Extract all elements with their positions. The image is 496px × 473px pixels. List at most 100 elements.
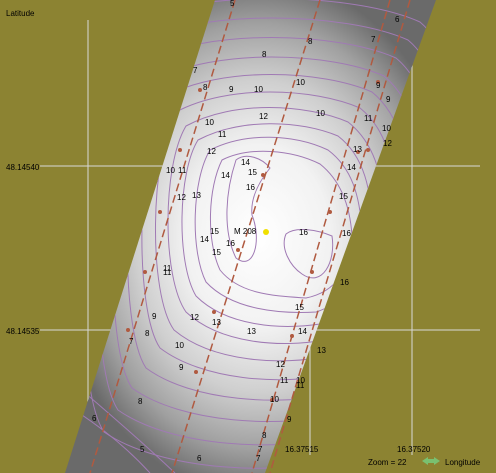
contour-value-label: 13 [317,346,326,355]
longitude-arrow-icon [422,457,440,465]
site-marker-icon[interactable] [263,229,269,235]
track-point [270,398,274,402]
track-point [236,248,240,252]
contour-value-label: 16 [226,239,235,248]
contour-value-label: 10 [382,124,391,133]
contour-value-label: 6 [92,414,97,423]
contour-value-label: 10 [296,78,305,87]
contour-value-label: 10 [175,341,184,350]
track-line [171,0,321,473]
contour-value-label: 7 [258,445,263,454]
track-point [212,310,216,314]
track-point [290,334,294,338]
track-point [198,88,202,92]
contour-value-label: 11 [296,381,305,390]
contour-value-label: 9 [152,312,157,321]
coverage-strip [65,0,436,473]
measurement-tracks [89,0,411,473]
track-point [366,148,370,152]
track-point [328,210,332,214]
contour-value-label: 14 [221,171,230,180]
y-axis-title: Latitude [6,9,35,18]
contour-value-label: 11 [178,166,187,175]
lon-tick-label: 16.37520 [397,445,431,454]
lat-tick-label: 48.14535 [6,327,40,336]
contour-value-label: 12 [190,313,199,322]
contour-value-label: 10 [270,395,279,404]
contour-value-label: 11 [280,376,289,385]
track-line [251,0,391,473]
contour-value-label: 10 [205,118,214,127]
contour-value-label: 11 [163,268,172,277]
track-point [376,80,380,84]
contour-value-label: 16 [246,183,255,192]
contour-value-label: 12 [383,139,392,148]
contour-value-label: 8 [138,397,143,406]
contour-value-label: 8 [262,431,267,440]
contour-value-label: 16 [340,278,349,287]
contour-value-label: 10 [254,85,263,94]
contour-value-label: 11 [163,264,172,273]
contour-value-label: 10 [296,376,305,385]
contour-value-label: 8 [145,329,150,338]
contour-value-label: 14 [347,163,356,172]
contour-value-label: 7 [193,66,198,75]
track-point [126,328,130,332]
contour-value-label: 15 [339,192,348,201]
contour-value-label: 9 [287,415,292,424]
zoom-label: Zoom = 22 [368,458,407,467]
contour-value-label: 16 [342,229,351,238]
contour-value-label: 8 [203,83,208,92]
contour-value-label: 9 [376,81,381,90]
contour-value-label: 15 [248,168,257,177]
track-points [126,80,380,402]
contour-value-label: 9 [179,363,184,372]
contour-value-label: 10 [166,166,175,175]
contour-value-label: 6 [395,15,400,24]
contour-value-label: 11 [364,114,373,123]
contour-value-label: 7 [256,454,261,463]
contour-value-label: 6 [197,454,202,463]
contour-value-label: 8 [262,50,267,59]
track-point [261,173,265,177]
contour-value-label: 15 [212,248,221,257]
contour-value-label: 10 [316,109,325,118]
contour-value-label: 15 [295,303,304,312]
contour-line [226,155,271,262]
site-marker-label: M 208 [234,227,257,236]
track-point [310,270,314,274]
track-point [356,150,360,154]
lat-tick-label: 48.14540 [6,163,40,172]
contour-value-label: 14 [298,327,307,336]
contour-value-label: 11 [218,130,227,139]
track-point [158,210,162,214]
track-point [194,370,198,374]
contour-value-label: 14 [200,235,209,244]
contour-value-label: 9 [229,85,234,94]
lon-tick-label: 16.37515 [285,445,319,454]
track-line [269,0,411,473]
contour-value-label: 7 [371,35,376,44]
contour-value-label: 15 [210,227,219,236]
contour-value-label: 13 [353,145,362,154]
contour-value-label: 8 [308,37,313,46]
contour-value-label: 14 [241,158,250,167]
track-point [178,148,182,152]
contour-value-label: 9 [386,95,391,104]
contour-value-label: 12 [207,147,216,156]
contour-value-label: 12 [259,112,268,121]
contour-value-label: 13 [212,318,221,327]
contour-value-label: 5 [140,445,145,454]
contour-value-label: 5 [230,0,235,8]
track-line [89,0,236,473]
contour-value-label: 16 [299,228,308,237]
contour-value-label: 7 [129,337,134,346]
contour-value-label: 12 [177,193,186,202]
x-axis-title: Longitude [445,458,481,467]
contour-value-label: 13 [192,191,201,200]
contour-value-label: 13 [247,327,256,336]
contour-line [283,229,334,279]
track-point [143,270,147,274]
